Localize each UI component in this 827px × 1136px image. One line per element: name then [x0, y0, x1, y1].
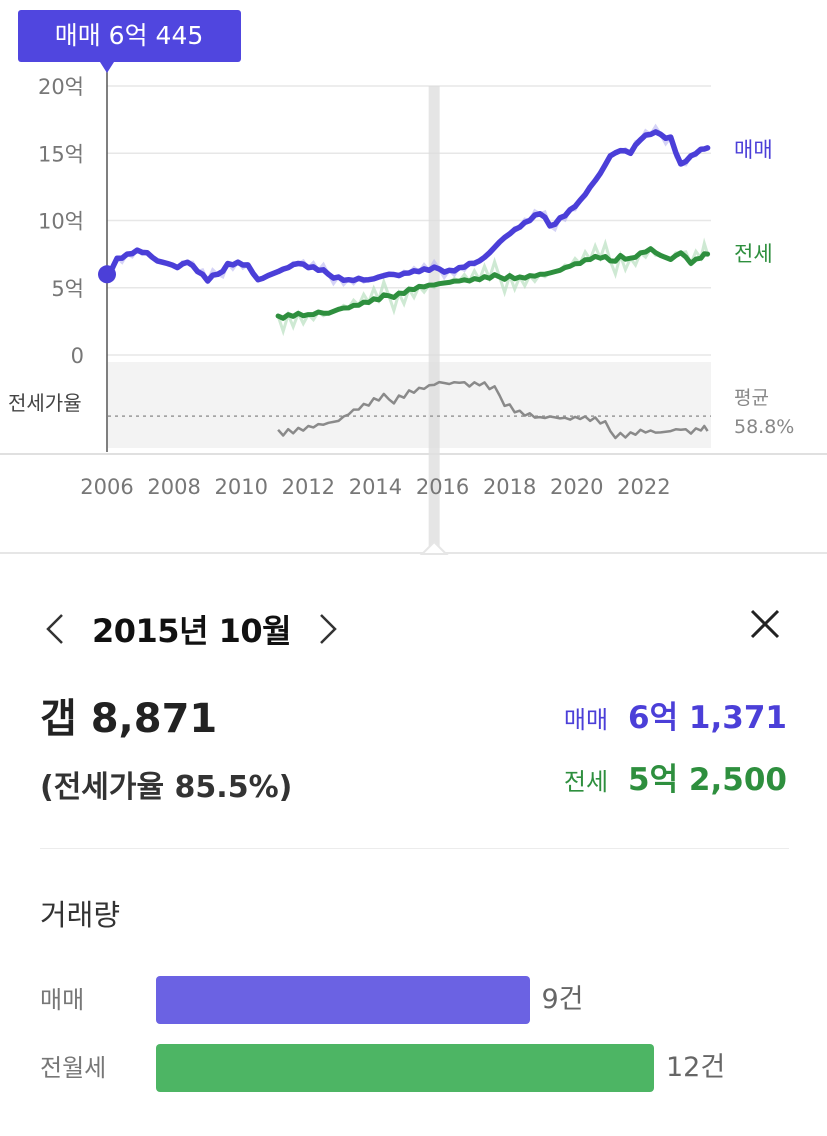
x-tick-label: 2010	[214, 475, 267, 499]
y-tick-label: 0	[71, 344, 84, 368]
volume-row-sale: 매매 9건	[40, 976, 800, 1024]
legend-sale: 매매	[734, 138, 773, 162]
ratio-panel-background	[108, 362, 711, 448]
volume-count: 12건	[666, 1052, 726, 1083]
y-axis-ticks: 20억 15억 10억 5억 0	[38, 75, 84, 368]
close-button[interactable]	[747, 606, 783, 642]
tooltip: 매매 6억 445	[18, 10, 241, 73]
x-axis-ticks: 2006 2008 2010 2012 2014 2016 2018 2020 2022	[80, 475, 670, 499]
close-icon	[750, 609, 780, 639]
jeonse-series-line	[275, 246, 711, 321]
previous-month-button[interactable]	[40, 609, 70, 649]
y-tick-label: 15억	[38, 142, 84, 166]
chevron-left-icon	[46, 614, 63, 644]
gap-amount: 갭 8,871	[40, 696, 218, 742]
x-tick-label: 2008	[147, 475, 200, 499]
x-tick-label: 2006	[80, 475, 133, 499]
ratio-axis-label: 전세가율	[8, 391, 82, 415]
selected-month-band[interactable]	[428, 86, 440, 552]
selected-month: 2015년 10월	[92, 612, 292, 650]
y-tick-label: 5억	[51, 277, 84, 301]
volume-row-rent: 전월세 12건	[40, 1044, 800, 1092]
volume-title: 거래량	[40, 898, 121, 932]
sale-series-line	[104, 129, 711, 284]
x-tick-label: 2022	[617, 475, 670, 499]
detail-panel: 2015년 10월 갭 8,871 (전세가율 85.5%) 매매 6억 1,3…	[0, 556, 827, 1136]
jeonse-ratio-text: (전세가율 85.5%)	[40, 770, 293, 805]
volume-bar-rent	[156, 1044, 654, 1092]
sale-start-point	[98, 265, 116, 284]
volume-label: 매매	[40, 986, 85, 1014]
sale-price-row: 매매 6억 1,371	[564, 692, 787, 737]
section-divider	[40, 848, 789, 849]
gridlines	[107, 85, 711, 356]
x-tick-label: 2018	[483, 475, 536, 499]
month-navigator: 2015년 10월	[40, 606, 343, 652]
price-chart[interactable]: 20억 15억 10억 5억 0 2006 2008 2010 2012 2014 2016 201…	[0, 0, 827, 556]
x-tick-label: 2012	[282, 475, 335, 499]
x-tick-label: 2020	[550, 475, 603, 499]
ratio-average-label: 평균	[734, 387, 769, 409]
jeonse-price-value: 5억 2,500	[628, 762, 787, 798]
volume-bar-sale	[156, 976, 530, 1024]
volume-count: 9건	[541, 984, 584, 1015]
jeonse-price-label: 전세	[563, 768, 609, 796]
ratio-average-value: 58.8%	[734, 416, 794, 438]
sale-price-value: 6억 1,371	[628, 700, 787, 736]
volume-label: 전월세	[40, 1054, 107, 1082]
next-month-button[interactable]	[313, 609, 343, 649]
jeonse-price-row: 전세 5억 2,500	[564, 754, 787, 799]
selected-month-pointer	[419, 540, 449, 555]
y-tick-label: 10억	[38, 210, 84, 234]
tooltip-text: 매매 6억 445	[55, 21, 204, 50]
sale-price-label: 매매	[563, 706, 609, 734]
legend-jeonse: 전세	[734, 242, 773, 266]
x-tick-label: 2016	[416, 475, 469, 499]
chevron-right-icon	[320, 614, 337, 644]
x-tick-label: 2014	[349, 475, 402, 499]
y-tick-label: 20억	[38, 75, 84, 99]
ratio-series-line	[277, 380, 709, 440]
